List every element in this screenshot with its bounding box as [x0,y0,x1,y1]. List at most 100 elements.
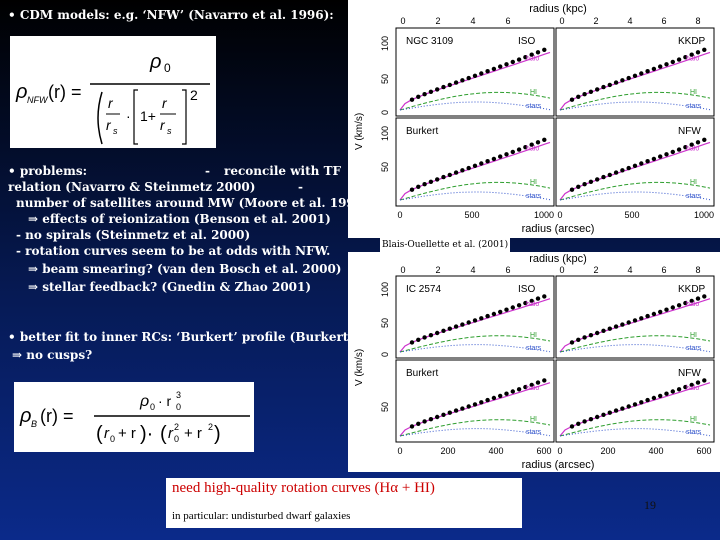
data-point [658,393,663,399]
data-point [422,335,427,340]
svg-text:NFW: NFW [27,95,49,105]
data-point [529,52,534,57]
curve-label: halo [686,385,699,392]
curve-label: stars [686,103,702,110]
data-point [479,316,484,321]
data-point [491,66,497,72]
curve-label: HI [530,416,537,423]
curve-label: halo [526,385,539,392]
data-point [498,154,503,159]
burkert-line-1: • better fit to inner RCs: ‘Burkert’ pro… [8,330,392,344]
data-point [670,389,675,394]
top-tick: 0 [559,16,564,26]
data-point [516,147,522,152]
galaxy-name: IC 2574 [406,284,441,295]
top-tick: 4 [470,265,475,275]
svg-text:2: 2 [190,87,198,103]
hi-curve [559,419,711,437]
page-number: 19 [644,498,656,512]
data-point [479,400,484,405]
svg-text:ρ: ρ [149,51,161,73]
data-point [569,424,575,429]
svg-text:ρ: ρ [19,405,31,427]
data-point [460,322,465,327]
stars-curve [559,344,711,353]
data-point [582,419,587,424]
hi-curve [559,181,711,201]
subpanel-frame [395,359,555,443]
data-point [683,55,688,60]
top-tick: 6 [661,265,666,275]
curve-label: halo [686,301,699,308]
svg-text:B: B [31,419,37,429]
data-point [453,324,459,329]
data-point [416,421,421,426]
data-point [670,149,675,155]
data-point [626,75,631,81]
bottom-tick: 1000 [534,210,554,220]
data-point [466,165,471,171]
svg-text:0: 0 [174,434,179,444]
bottom-tick: 200 [440,446,455,456]
data-point [542,47,547,52]
data-point [460,168,465,173]
bottom-tick: 0 [397,210,402,220]
problems-tf: reconcile with TF [224,164,342,178]
data-point [632,318,638,323]
data-point [626,320,631,325]
panel-label: KKDP [678,284,706,295]
svg-text:3: 3 [176,390,181,400]
problems-line-2-dash: - [298,180,303,194]
data-point [632,73,638,79]
data-point [626,165,631,171]
data-point [435,330,440,336]
svg-text:r: r [162,95,168,111]
nfw-formula-svg: ρ NFW (r) = ρ 0 r r s · 1+ r r s 2 [15,51,210,145]
data-point [670,59,675,65]
data-point [472,73,478,79]
data-point [569,97,575,102]
svg-text:ρ: ρ [139,393,149,410]
problems-line-2: relation (Navarro & Steinmetz 2000) [8,180,256,194]
top-tick: 8 [695,265,700,275]
data-point [683,145,688,150]
subpanel-frame [395,275,555,359]
problems-line-4: ⇒ effects of reionization (Benson et al.… [28,212,331,226]
curve-label: stars [686,429,702,436]
data-point [428,179,434,184]
data-point [607,82,612,88]
svg-text:0: 0 [164,61,171,75]
y-axis-label: V (km/s) [354,349,365,386]
data-point [651,156,657,162]
data-point [632,163,638,168]
data-point [620,168,625,173]
data-point [576,421,581,426]
y-axis-label: V (km/s) [354,113,365,150]
top-axis-label: radius (kpc) [529,253,586,265]
y-tick: 50 [380,74,390,84]
curve-label: stars [526,103,542,110]
data-point [702,294,707,299]
bottom-tick: 400 [488,446,503,456]
data-point [645,397,650,403]
data-point [523,300,528,306]
data-point [453,170,459,175]
data-point [695,140,701,145]
problems-line-6: - rotation curves seem to be at odds wit… [16,244,331,258]
curve-label: stars [526,193,542,200]
svg-text:r: r [108,95,114,111]
data-point [664,62,669,67]
bottom-tick: 1000 [694,210,714,220]
bottom-tick: 500 [624,210,639,220]
subpanel-frame [395,27,555,117]
data-point [485,159,490,164]
data-point [613,170,619,175]
data-point [639,400,644,405]
curve-label: halo [686,55,699,62]
data-point [435,177,440,182]
data-point [466,404,471,409]
data-point [472,318,478,323]
hi-curve [399,419,551,437]
data-point [466,75,471,81]
stars-curve [559,428,711,437]
